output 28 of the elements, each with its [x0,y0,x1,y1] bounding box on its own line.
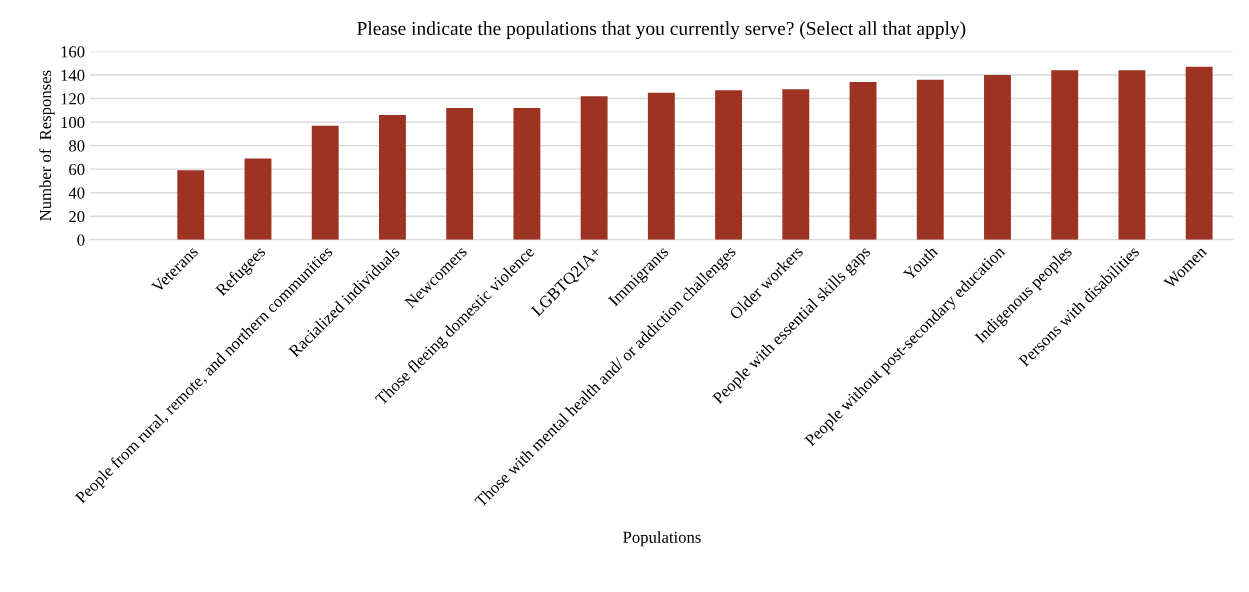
bar [513,107,541,240]
y-tick-label: 60 [69,163,85,176]
bar [647,92,675,240]
bar [311,125,339,240]
bar [177,170,205,240]
y-tick-label: 120 [61,93,85,105]
bar [446,107,474,240]
y-tick-label: 20 [69,210,85,223]
y-tick-label: 160 [61,46,85,58]
bar [984,75,1011,240]
y-tick-label: 40 [68,187,85,199]
x-axis-title: Populations [623,531,701,547]
bar [1051,70,1079,240]
bar [782,89,810,240]
bar [1185,66,1213,240]
bar [916,79,944,240]
y-tick-label: 140 [61,69,85,81]
y-tick-label: 0 [77,234,85,246]
chart-title: Please indicate the populations that you currently serve? (Select all that apply) [357,21,966,40]
bar [715,90,743,240]
bar [244,158,272,240]
bar [580,96,608,240]
bar [379,115,406,240]
y-axis-title: Number of Responses [39,70,55,221]
bar [1118,70,1146,240]
y-tick-label: 100 [61,116,85,129]
bar [849,82,877,240]
y-tick-label: 80 [69,140,85,152]
